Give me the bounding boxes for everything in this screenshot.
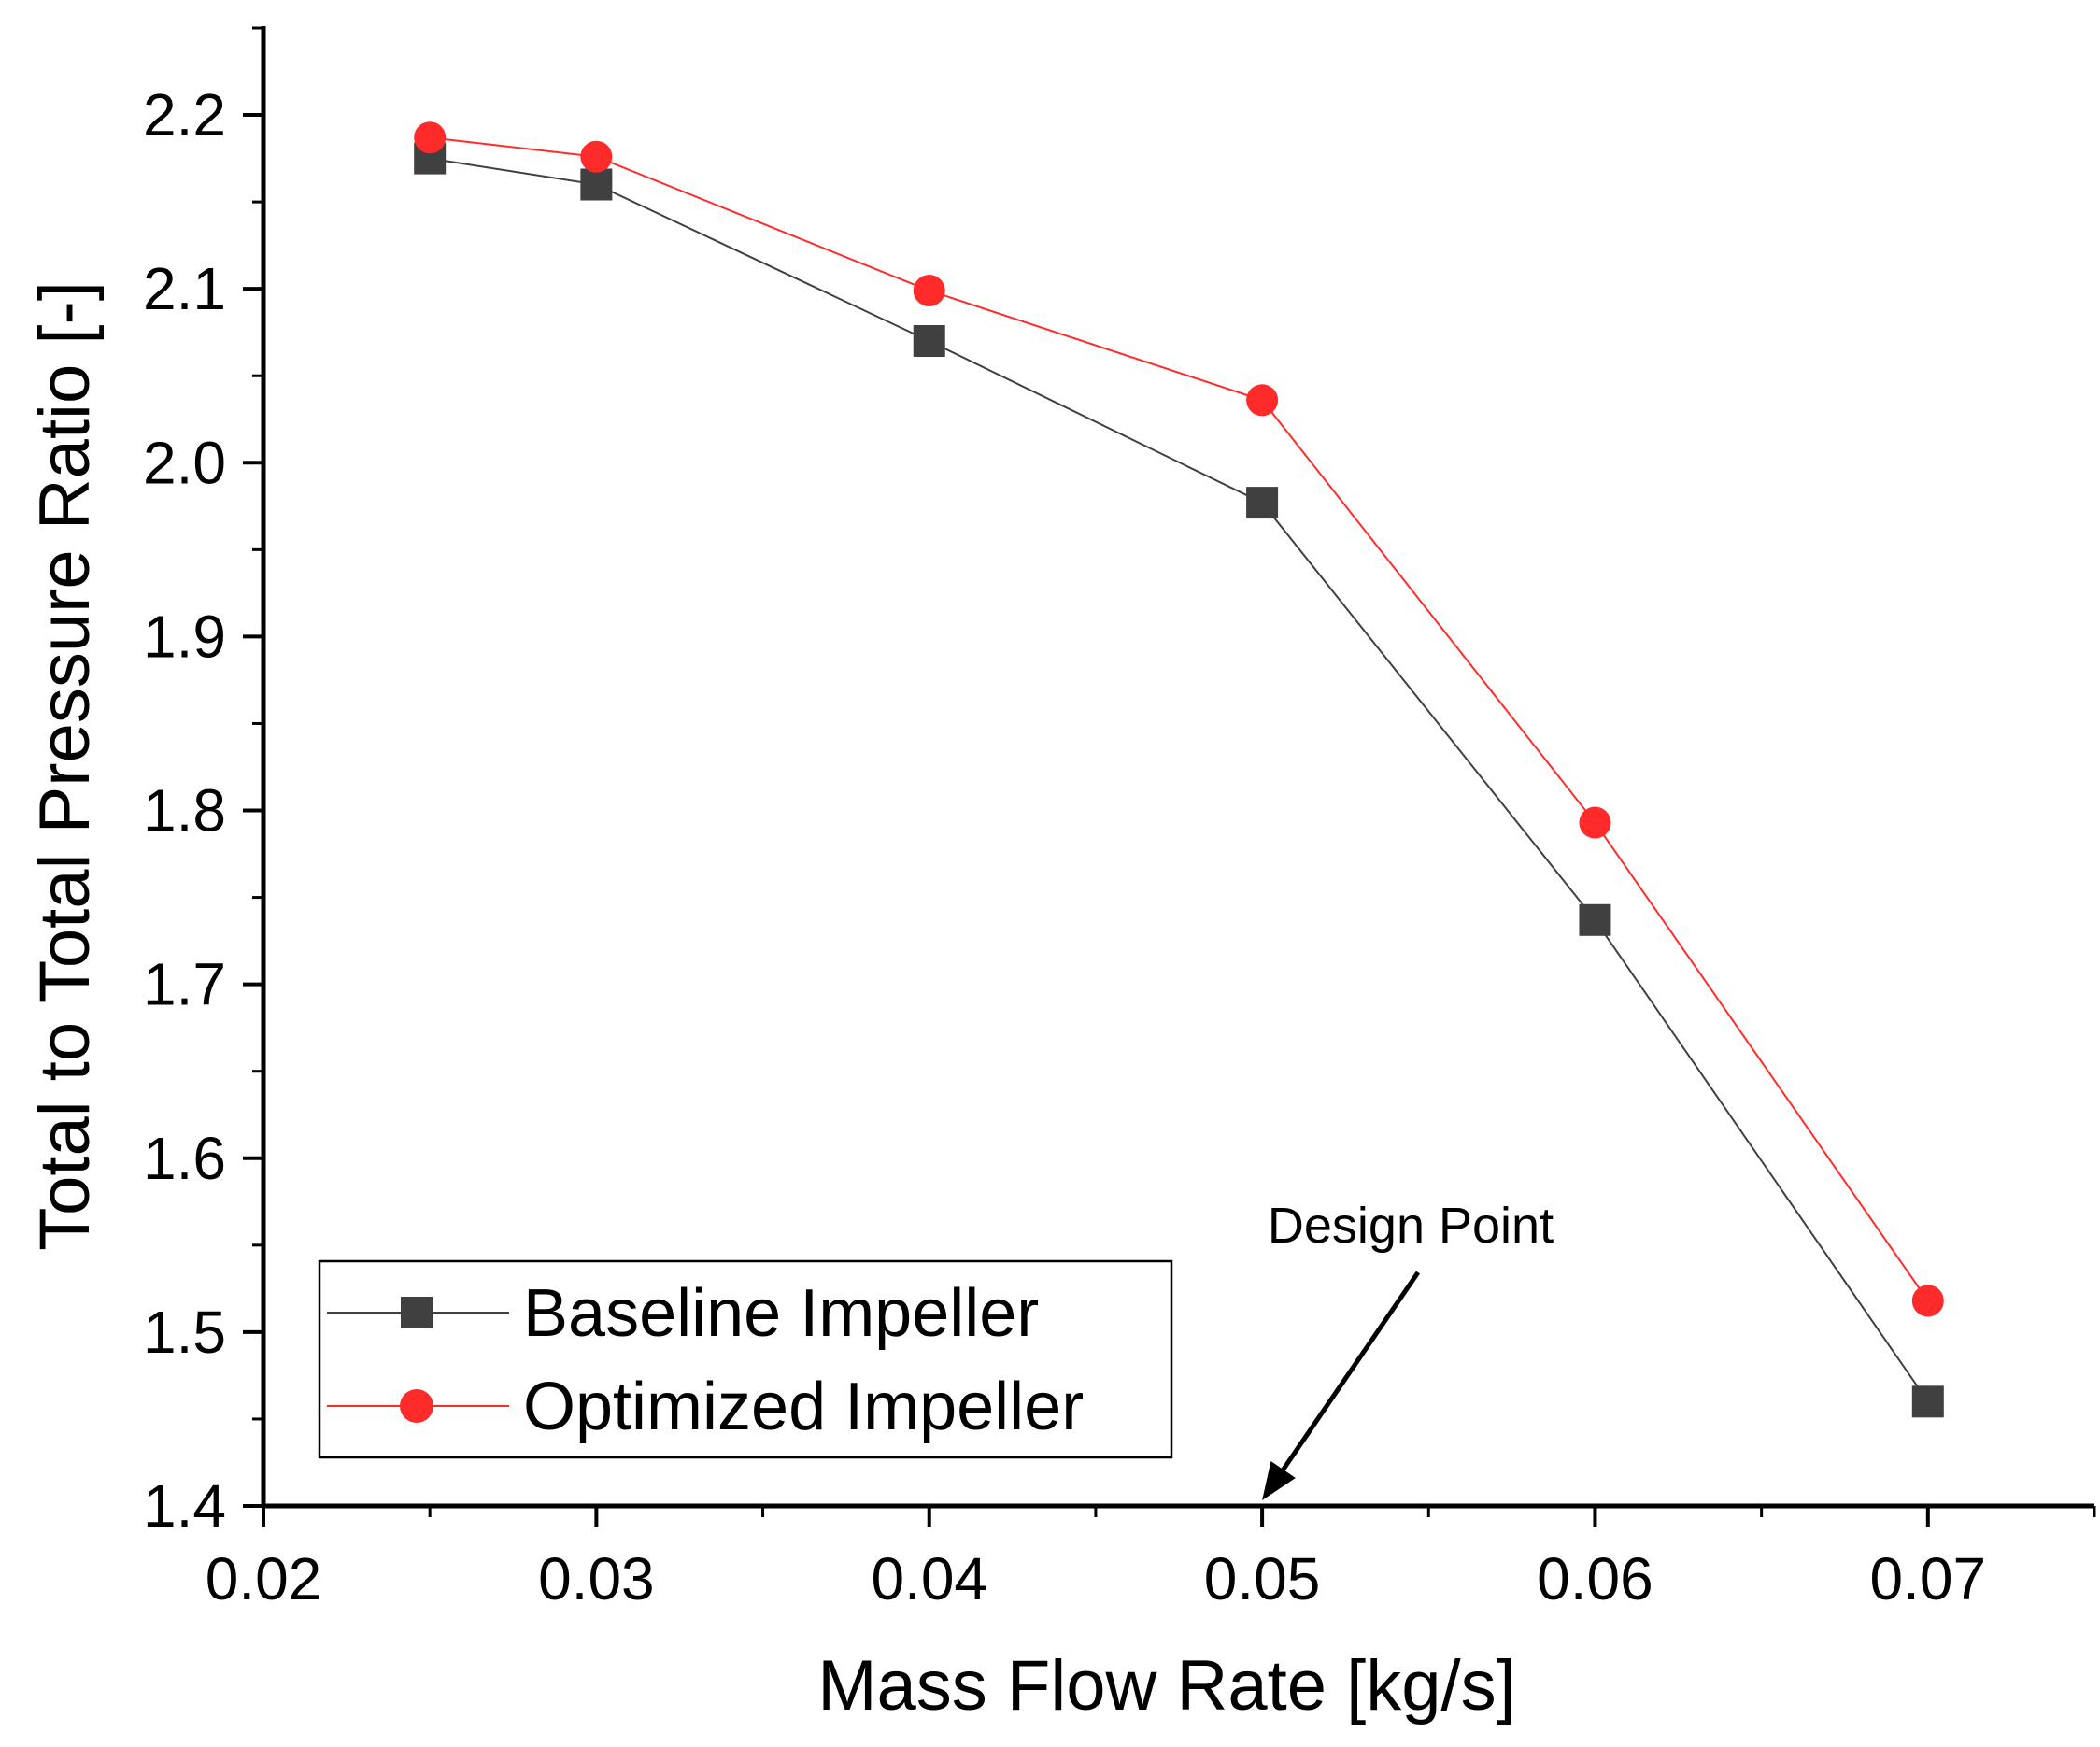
x-axis-ticks: 0.02 0.03 0.04 0.05 0.06 0.07 <box>206 1506 2096 1612</box>
y-tick-label: 2.0 <box>143 429 226 496</box>
baseline-point <box>580 168 613 201</box>
y-tick-label: 1.5 <box>143 1299 226 1366</box>
y-tick-label: 1.8 <box>143 777 226 845</box>
design-point-arrow <box>1281 1271 1421 1471</box>
x-tick-label: 0.05 <box>1204 1545 1321 1612</box>
y-tick-label: 2.1 <box>143 255 226 322</box>
y-axis-title: Total to Total Pressure Ratio [-] <box>25 281 105 1251</box>
y-tick-label: 1.6 <box>143 1125 226 1192</box>
optimized-point <box>580 140 613 173</box>
y-tick-label: 2.2 <box>143 81 226 149</box>
x-tick-label: 0.07 <box>1870 1545 1987 1612</box>
x-tick-label: 0.06 <box>1537 1545 1653 1612</box>
legend: Baseline Impeller Optimized Impeller <box>318 1259 1173 1459</box>
design-point-label: Design Point <box>1268 1198 1554 1254</box>
optimized-point <box>1911 1285 1944 1317</box>
axes <box>261 26 2094 1509</box>
x-tick-label: 0.03 <box>538 1545 655 1612</box>
optimized-point <box>1579 806 1611 839</box>
series-line-baseline <box>430 157 1929 1402</box>
design-point-annotation: Design Point <box>1262 1198 1554 1500</box>
optimized-point <box>414 121 447 154</box>
series-line-optimized <box>430 136 1929 1301</box>
series-layer <box>414 121 1944 1418</box>
optimized-point <box>913 275 945 307</box>
optimized-point <box>1246 384 1279 417</box>
y-axis-ticks: 1.4 1.5 1.6 1.7 1.8 1.9 2.0 2.1 2.2 <box>143 26 263 1540</box>
baseline-point <box>1246 487 1279 519</box>
baseline-point <box>913 325 945 358</box>
baseline-point <box>1579 903 1611 936</box>
x-axis-title: Mass Flow Rate [kg/s] <box>817 1646 1516 1726</box>
legend-label-baseline: Baseline Impeller <box>523 1276 1039 1351</box>
legend-marker-baseline <box>401 1297 433 1328</box>
legend-box <box>318 1259 1173 1459</box>
baseline-point <box>1911 1385 1944 1418</box>
legend-label-optimized: Optimized Impeller <box>523 1370 1084 1444</box>
design-point-arrowhead <box>1262 1460 1296 1500</box>
y-tick-label: 1.9 <box>143 603 226 670</box>
legend-marker-optimized <box>400 1389 433 1423</box>
y-tick-label: 1.4 <box>143 1472 226 1540</box>
y-tick-label: 1.7 <box>143 951 226 1018</box>
x-tick-label: 0.04 <box>871 1545 987 1612</box>
x-tick-label: 0.02 <box>206 1545 322 1612</box>
